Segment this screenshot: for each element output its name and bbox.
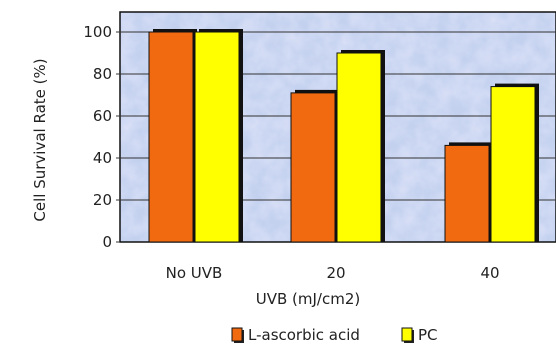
y-tick-label: 100 <box>83 23 112 41</box>
y-tick-label: 20 <box>93 191 112 209</box>
bar-pc-1 <box>336 52 382 243</box>
x-tick-label: 20 <box>326 264 345 282</box>
y-tick-labels: 0 20 40 60 80 100 <box>83 23 112 251</box>
bar-l-ascorbic-acid-0 <box>148 31 194 243</box>
legend-swatch-l-ascorbic-acid <box>231 327 243 342</box>
bars <box>148 29 539 243</box>
x-tick-label: No UVB <box>166 264 223 282</box>
legend-label-pc: PC <box>418 326 438 344</box>
y-axis-title: Cell Survival Rate (%) <box>31 58 49 221</box>
y-tick-label: 80 <box>93 65 112 83</box>
legend-swatch-pc <box>401 327 413 342</box>
bar-l-ascorbic-acid-2 <box>444 144 490 243</box>
bar-pc-2 <box>490 86 536 243</box>
x-axis-title: UVB (mJ/cm2) <box>256 290 361 308</box>
bar-l-ascorbic-acid-1 <box>290 92 336 243</box>
legend-label-l-ascorbic-acid: L-ascorbic acid <box>248 326 360 344</box>
y-tick-label: 40 <box>93 149 112 167</box>
legend: L-ascorbic acid PC <box>231 326 438 344</box>
x-tick-label: 40 <box>480 264 499 282</box>
y-tick-label: 0 <box>102 233 112 251</box>
bar-pc-0 <box>194 31 240 243</box>
y-tick-label: 60 <box>93 107 112 125</box>
x-tick-labels: No UVB 20 40 <box>166 264 500 282</box>
